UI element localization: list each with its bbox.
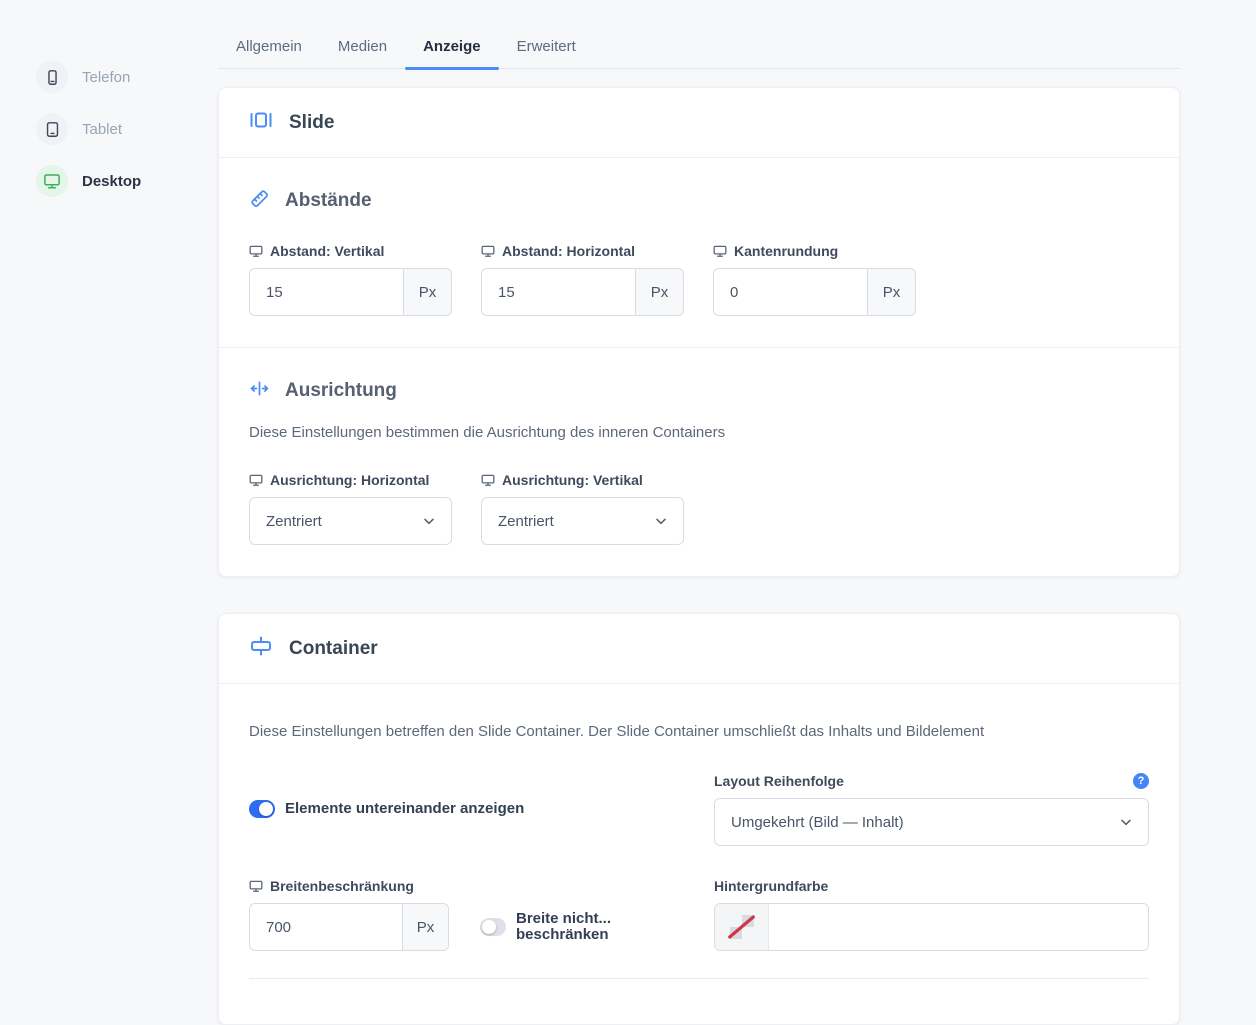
field-label: Ausrichtung: Horizontal	[249, 472, 452, 488]
sidebar-item-desktop[interactable]: Desktop	[36, 165, 141, 197]
tab-erweitert[interactable]: Erweitert	[516, 38, 576, 55]
ausrichtung-description: Diese Einstellungen bestimmen die Ausric…	[249, 424, 726, 441]
sidebar-item-telefon[interactable]: Telefon	[36, 61, 141, 93]
field-label: Abstand: Horizontal	[481, 243, 684, 259]
chevron-down-icon	[424, 518, 434, 525]
monitor-icon	[249, 245, 263, 257]
stack-elements-toggle[interactable]	[249, 800, 275, 818]
align-arrows-icon	[249, 378, 270, 404]
width-limit-label: Breitenbeschränkung	[249, 878, 714, 894]
transparent-color-swatch-icon	[715, 904, 769, 950]
tablet-icon	[36, 113, 68, 145]
card-title-slide: Slide	[289, 111, 335, 133]
background-color-picker[interactable]	[714, 903, 1149, 951]
layout-order-label: Layout Reihenfolge	[714, 773, 844, 789]
monitor-icon	[249, 474, 263, 486]
unit-suffix: Px	[402, 904, 448, 950]
layout-order-select[interactable]: Umgekehrt (Bild — Inhalt)	[714, 798, 1149, 846]
sidebar-item-tablet[interactable]: Tablet	[36, 113, 141, 145]
tab-medien[interactable]: Medien	[337, 38, 388, 55]
field-abstand-vertikal: Abstand: Vertikal Px	[249, 243, 452, 316]
field-label: Abstand: Vertikal	[249, 243, 452, 259]
container-description: Diese Einstellungen betreffen den Slide …	[249, 723, 985, 740]
ausrichtung-horizontal-select[interactable]: Zentriert	[249, 497, 452, 545]
abstand-horizontal-input[interactable]	[482, 269, 635, 315]
desktop-icon	[36, 165, 68, 197]
settings-tabs: Allgemein Medien Anzeige Erweitert	[218, 33, 1180, 70]
device-sidebar: Telefon Tablet Desktop	[36, 61, 141, 217]
kantenrundung-input[interactable]	[714, 269, 867, 315]
no-width-limit-toggle[interactable]	[480, 918, 506, 936]
field-ausrichtung-vertikal: Ausrichtung: Vertikal Zentriert	[481, 472, 684, 545]
section-title-abstaende: Abstände	[285, 190, 372, 211]
field-abstand-horizontal: Abstand: Horizontal Px	[481, 243, 684, 316]
section-ausrichtung: Ausrichtung Diese Einstellungen bestimme…	[219, 347, 1179, 576]
sidebar-item-label: Tablet	[82, 120, 123, 138]
help-icon[interactable]: ?	[1133, 773, 1149, 789]
ausrichtung-vertikal-select[interactable]: Zentriert	[481, 497, 684, 545]
field-ausrichtung-horizontal: Ausrichtung: Horizontal Zentriert	[249, 472, 452, 545]
unit-suffix: Px	[867, 269, 915, 315]
width-limit-input[interactable]	[250, 904, 402, 950]
section-container-settings: Diese Einstellungen betreffen den Slide …	[219, 684, 1179, 1024]
settings-main: Allgemein Medien Anzeige Erweitert Slide	[218, 0, 1180, 1025]
field-label: Ausrichtung: Vertikal	[481, 472, 684, 488]
sidebar-item-label: Desktop	[82, 172, 142, 190]
background-color-value-input[interactable]	[769, 904, 1148, 950]
slide-icon	[249, 108, 273, 137]
chevron-down-icon	[1121, 819, 1131, 826]
field-kantenrundung: Kantenrundung Px	[713, 243, 916, 316]
tab-allgemein[interactable]: Allgemein	[236, 38, 302, 55]
section-title-ausrichtung: Ausrichtung	[285, 380, 397, 401]
monitor-icon	[481, 245, 495, 257]
stack-elements-label: Elemente untereinander anzeigen	[285, 800, 525, 817]
unit-suffix: Px	[403, 269, 451, 315]
no-width-limit-label: Breite nicht... beschränken	[516, 910, 612, 943]
container-icon	[249, 634, 273, 663]
monitor-icon	[713, 245, 727, 257]
sidebar-item-label: Telefon	[82, 68, 131, 86]
tab-anzeige[interactable]: Anzeige	[405, 33, 499, 70]
background-color-label: Hintergrundfarbe	[714, 878, 829, 894]
monitor-icon	[481, 474, 495, 486]
slide-card: Slide Abstände	[218, 87, 1180, 577]
chevron-down-icon	[656, 518, 666, 525]
monitor-icon	[249, 880, 263, 892]
card-title-container: Container	[289, 637, 378, 659]
container-card-header: Container	[219, 614, 1179, 684]
ruler-icon	[249, 188, 270, 214]
unit-suffix: Px	[635, 269, 683, 315]
section-abstaende: Abstände Abstand: Vertikal Px	[219, 158, 1179, 347]
field-label: Kantenrundung	[713, 243, 916, 259]
container-card: Container Diese Einstellungen betreffen …	[218, 613, 1180, 1025]
phone-icon	[36, 61, 68, 93]
next-section-divider	[249, 978, 1149, 993]
slide-card-header: Slide	[219, 88, 1179, 158]
abstand-vertikal-input[interactable]	[250, 269, 403, 315]
